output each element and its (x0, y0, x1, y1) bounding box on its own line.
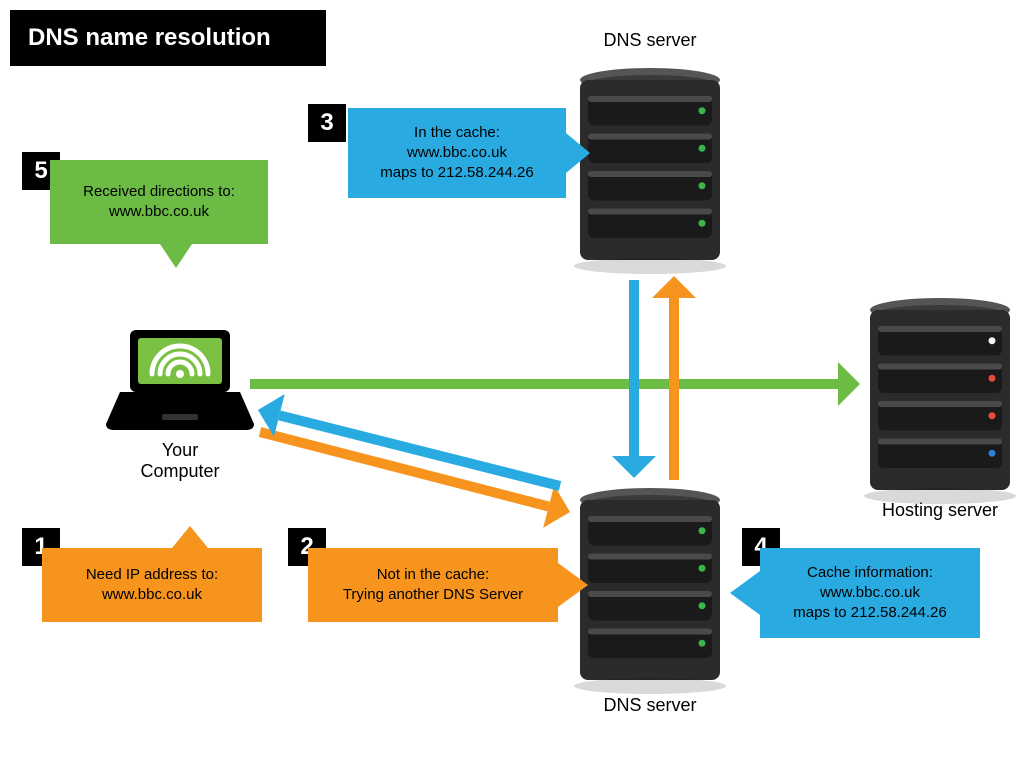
blue-dns-top-to-dns-bottom-head (612, 456, 656, 478)
title-text: DNS name resolution (28, 24, 271, 52)
label-dns-server-bottom: DNS server (540, 695, 760, 716)
callout-step-3: In the cache: www.bbc.co.uk maps to 212.… (348, 108, 566, 198)
laptop-icon (106, 330, 254, 430)
orange-dns-bottom-to-dns-top-head (652, 276, 696, 298)
title-banner: DNS name resolution (10, 10, 326, 66)
callout-step-1: Need IP address to: www.bbc.co.uk (42, 548, 262, 622)
server-icon (574, 68, 726, 274)
label-your-computer: Your Computer (80, 440, 280, 482)
green-laptop-to-hosting-head (838, 362, 860, 406)
server-icon (574, 488, 726, 694)
callout-step-2: Not in the cache: Trying another DNS Ser… (308, 548, 558, 622)
callout-step-4: Cache information: www.bbc.co.uk maps to… (760, 548, 980, 638)
callout-step-5: Received directions to: www.bbc.co.uk (50, 160, 268, 244)
step-badge-3: 3 (308, 104, 346, 142)
label-hosting-server: Hosting server (830, 500, 1024, 521)
label-dns-server-top: DNS server (540, 30, 760, 51)
server-icon (864, 298, 1016, 504)
